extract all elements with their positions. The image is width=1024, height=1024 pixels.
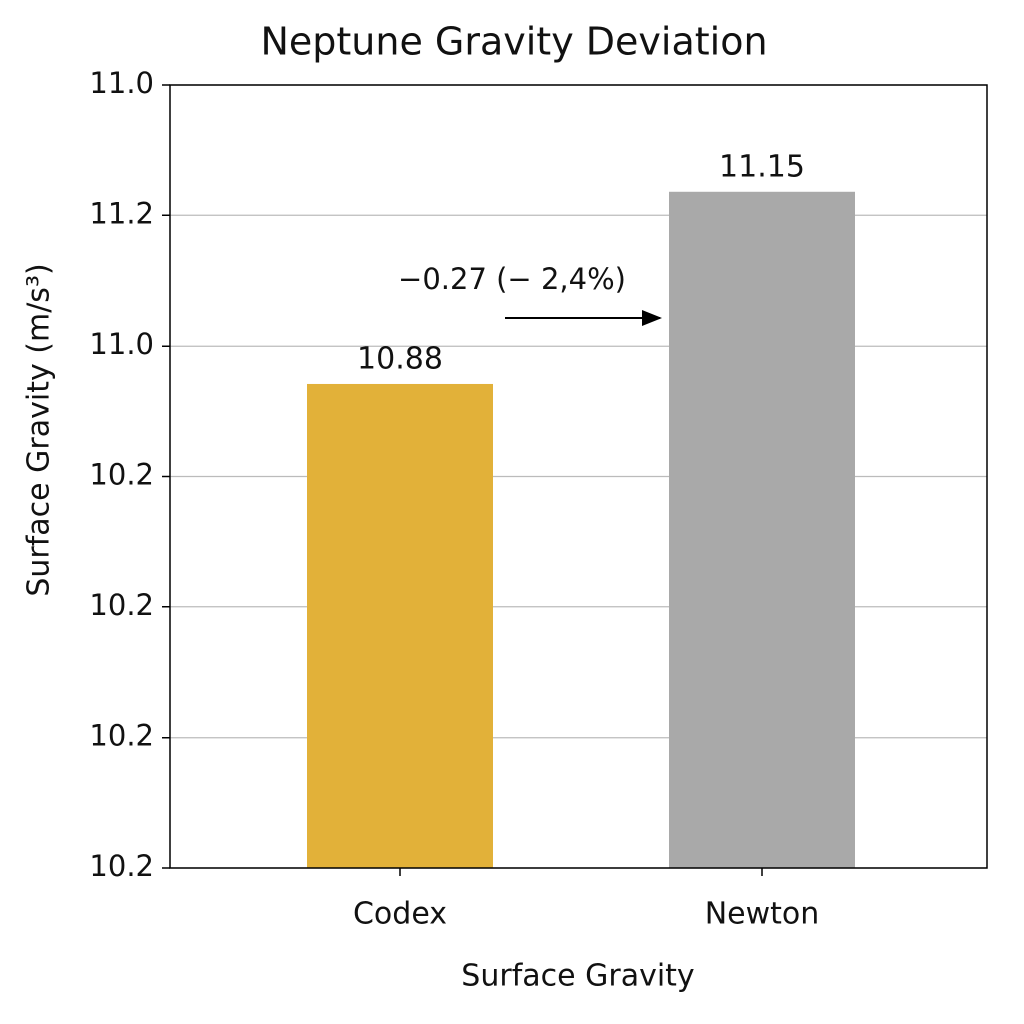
y-tick-label: 10.2 <box>89 588 154 622</box>
x-tick-label: Codex <box>353 897 447 932</box>
data-label: 11.15 <box>719 149 805 184</box>
x-tick-label: Newton <box>705 897 820 932</box>
data-label: 10.88 <box>357 341 443 376</box>
bar <box>307 383 493 868</box>
y-tick-label: 11.0 <box>89 66 154 100</box>
annotation: −0.27 (− 2,4%) <box>398 262 626 296</box>
y-tick-label: 10.2 <box>89 719 154 753</box>
y-axis-label: Surface Gravity (m/s³) <box>22 263 57 596</box>
y-tick-label: 10.2 <box>89 849 154 883</box>
x-axis-label: Surface Gravity <box>461 959 694 994</box>
y-tick-label: 11.0 <box>89 327 154 361</box>
y-tick-label: 10.2 <box>89 458 154 492</box>
bar <box>669 191 855 869</box>
y-tick-label: 11.2 <box>89 196 154 230</box>
plot-frame <box>169 84 988 869</box>
chart-title: Neptune Gravity Deviation <box>260 20 767 64</box>
